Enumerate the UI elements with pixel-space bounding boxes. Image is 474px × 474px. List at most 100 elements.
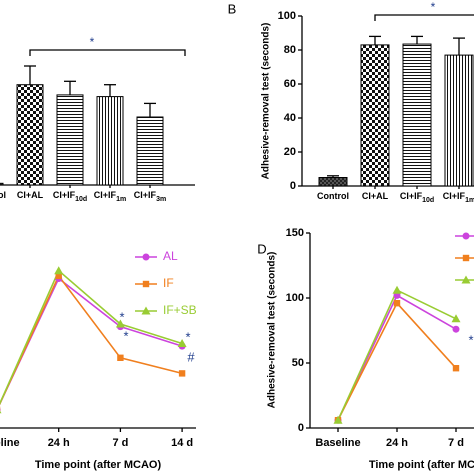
bar <box>56 94 84 186</box>
annotation: * <box>468 332 473 347</box>
y-tick-label: 100 <box>278 10 296 22</box>
point <box>451 314 461 323</box>
y-tick-label: 150 <box>286 227 304 239</box>
annotation: # <box>187 349 195 364</box>
series-line <box>337 301 457 421</box>
legend-marker <box>142 280 150 288</box>
category-text: CI+IF <box>134 190 157 200</box>
annotation: * <box>185 329 190 344</box>
category-text: Control <box>0 190 6 200</box>
error-bar <box>144 102 156 117</box>
point <box>55 272 62 280</box>
error-bar <box>64 80 76 95</box>
category-subscript: 1m <box>465 197 474 204</box>
bar <box>0 182 4 186</box>
category-text: CI+IF <box>400 191 423 201</box>
category-text: CI+IF <box>94 190 117 200</box>
category-subscript: 3m <box>156 196 166 203</box>
bar <box>318 177 348 187</box>
x-axis-title: Time point (after MCAO) <box>35 459 162 471</box>
legend-marker <box>141 306 151 315</box>
significance-bracket <box>29 49 186 56</box>
category-text: CI+IF <box>53 190 76 200</box>
error-bar <box>453 37 465 56</box>
x-tick-label: CI+IF10d <box>53 190 87 203</box>
point <box>393 300 401 307</box>
y-tick-label: 0 <box>298 422 304 434</box>
bar <box>96 96 124 186</box>
x-tick-label: Baseline <box>0 437 20 449</box>
x-tick-label: CI+IF1m <box>94 190 126 203</box>
y-tick-label: 50 <box>292 357 304 369</box>
error-bar <box>24 65 36 85</box>
annotation: * <box>119 309 124 324</box>
point <box>54 266 64 275</box>
category-text: CI+AL <box>362 191 389 201</box>
series-line <box>0 274 183 406</box>
x-tick-label: 24 h <box>386 437 408 449</box>
y-tick-label: 100 <box>286 292 304 304</box>
y-tick-label: 40 <box>284 112 296 124</box>
legend-marker <box>461 275 471 284</box>
point <box>115 319 125 328</box>
y-tick-label: 60 <box>284 78 296 90</box>
point <box>452 325 460 333</box>
x-tick-label: 24 h <box>48 437 70 449</box>
error-bar <box>369 35 381 45</box>
error-bar <box>104 84 116 97</box>
x-tick-label: Control <box>317 191 349 201</box>
point <box>178 370 186 377</box>
x-tick-label: CI+AL <box>17 190 44 200</box>
x-axis-title: Time point (after MCAO) <box>369 459 474 471</box>
error-bar <box>411 35 423 45</box>
point <box>392 285 402 294</box>
bar <box>360 44 390 187</box>
series-line <box>0 269 183 406</box>
category-text: CI+IF <box>443 191 466 201</box>
bar <box>402 43 432 187</box>
point <box>333 415 343 424</box>
legend-marker <box>462 254 470 262</box>
x-tick-label: CI+AL <box>362 191 389 201</box>
legend-label: IF+SB <box>163 303 197 317</box>
x-tick-label: CI+IF3m <box>134 190 166 203</box>
y-tick-label: 20 <box>284 146 296 158</box>
point <box>117 354 124 361</box>
category-text: Control <box>317 191 349 201</box>
bar <box>444 54 474 187</box>
point <box>177 339 187 347</box>
legend-label: IF <box>163 276 174 290</box>
bar <box>16 84 44 186</box>
panel-label: B <box>228 1 237 16</box>
x-tick-label: CI+IF10d <box>400 191 434 204</box>
legend-marker <box>142 253 150 261</box>
annotation: * <box>123 328 128 343</box>
y-tick-label: 0 <box>290 180 296 192</box>
y-tick-label: 80 <box>284 44 296 56</box>
series-line <box>337 289 457 421</box>
bar <box>136 116 164 186</box>
x-tick-label: 7 d <box>112 437 128 449</box>
legend-marker <box>462 232 470 240</box>
legend-label: AL <box>163 249 178 263</box>
category-subscript: 10d <box>422 197 434 204</box>
significance-label: * <box>90 35 95 49</box>
category-subscript: 10d <box>75 196 87 203</box>
x-tick-label: Baseline <box>315 437 360 449</box>
x-tick-label: 7 d <box>448 437 464 449</box>
x-tick-label: 14 d <box>171 437 193 449</box>
y-axis-title: Adhesive-removal test (seconds) <box>261 23 272 180</box>
category-subscript: 1m <box>116 196 126 203</box>
series-line <box>337 294 457 421</box>
category-text: CI+AL <box>17 190 44 200</box>
y-axis-title: Adhesive-removal test (seconds) <box>267 252 278 409</box>
x-tick-label: Control <box>0 190 6 200</box>
x-tick-label: CI+IF1m <box>443 191 474 204</box>
error-bar <box>327 175 339 178</box>
significance-bracket <box>374 14 474 21</box>
significance-label: * <box>431 0 436 14</box>
point <box>0 410 2 414</box>
point <box>452 365 460 372</box>
panel-label: D <box>257 241 266 256</box>
